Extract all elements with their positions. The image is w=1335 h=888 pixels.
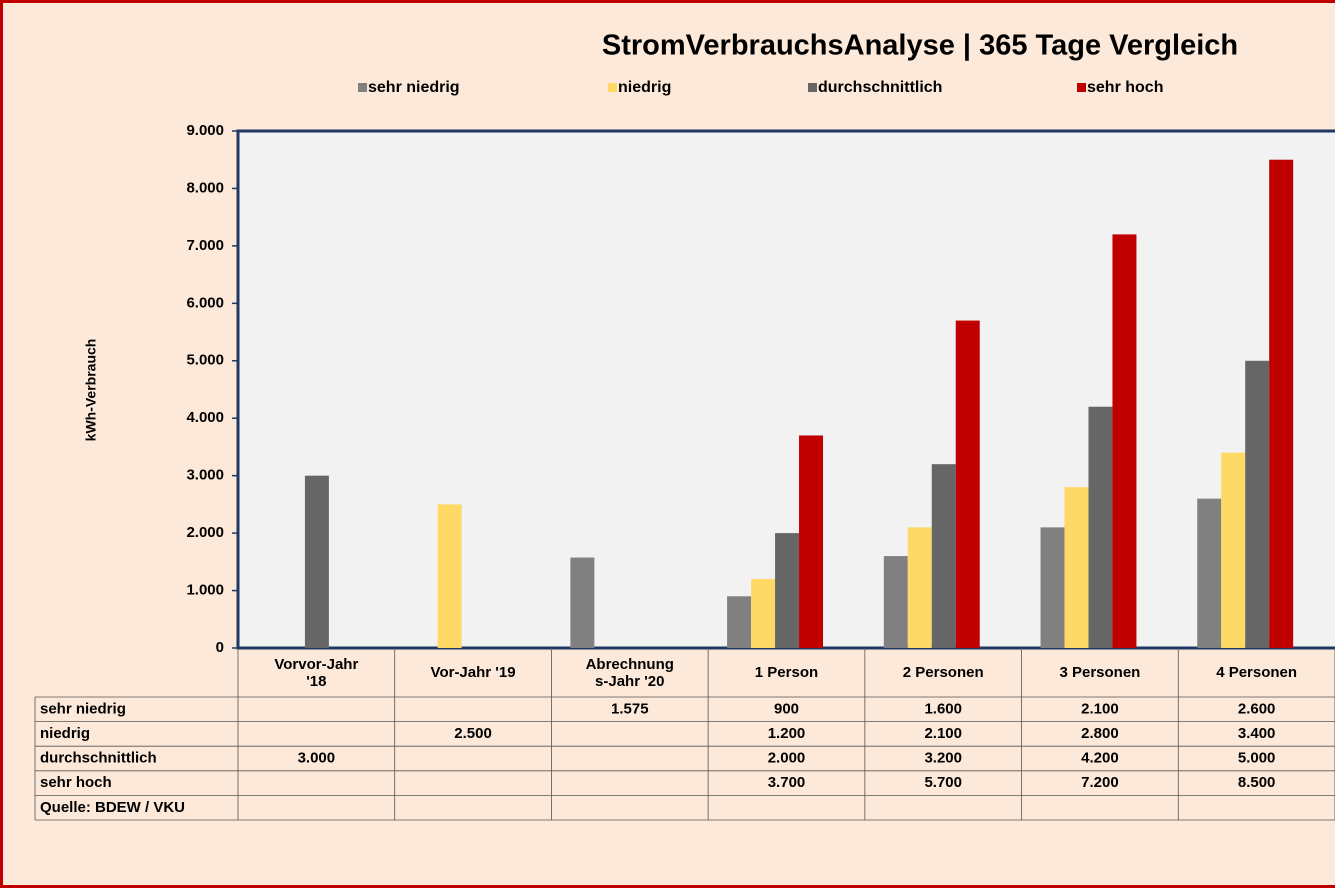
x-tick-label: Vor-Jahr '19 <box>430 664 516 681</box>
bar <box>1221 452 1246 648</box>
bar <box>1245 360 1270 648</box>
category-cell: 1 Person <box>754 664 819 681</box>
bar <box>799 435 824 648</box>
y-tick-label: 3.000 <box>186 467 224 484</box>
legend-label: sehr hoch <box>1087 79 1163 96</box>
table-value: 2.600 <box>1238 700 1276 717</box>
bar <box>1112 234 1137 648</box>
table-value: 3.000 <box>298 749 336 766</box>
category-cell: 2 Personen <box>902 664 984 681</box>
x-tick-label: Vorvor-Jahr '18 <box>274 655 359 690</box>
table-value: 2.000 <box>768 749 806 766</box>
table-value: 8.500 <box>1238 774 1276 791</box>
bar <box>1088 406 1113 648</box>
table-value: 1.600 <box>924 700 962 717</box>
bar <box>1269 159 1294 648</box>
x-tick-label: 2 Personen <box>902 664 984 681</box>
bar <box>931 464 956 648</box>
y-tick-label: 0 <box>216 639 224 656</box>
table-value: 3.400 <box>1238 725 1276 742</box>
table-value: 3.200 <box>924 749 962 766</box>
table-value: 2.800 <box>1081 725 1119 742</box>
table-value: 2.500 <box>454 725 492 742</box>
bar <box>907 527 932 648</box>
category-cell: Vor-Jahr '19 <box>430 664 516 681</box>
bar <box>1064 487 1089 648</box>
x-tick-label: Abrechnungs-Jahr '20 <box>585 655 674 690</box>
y-tick-label: 4.000 <box>186 409 224 426</box>
bar <box>955 320 980 648</box>
bar <box>304 475 329 648</box>
legend-marker <box>358 83 367 92</box>
bar <box>1040 527 1065 648</box>
y-tick-label: 1.000 <box>186 582 224 599</box>
bar <box>570 557 595 648</box>
table-value: 1.200 <box>768 725 806 742</box>
bar <box>775 533 800 648</box>
bar <box>751 579 776 648</box>
legend-marker <box>1077 83 1086 92</box>
chart-title: StromVerbrauchsAnalyse | 365 Tage Vergle… <box>602 30 1238 62</box>
x-tick-label: 1 Person <box>754 664 819 681</box>
y-axis-label: kWh-Verbrauch <box>83 339 99 442</box>
legend-label: sehr niedrig <box>368 79 460 96</box>
table-value: 5.000 <box>1238 749 1276 766</box>
bar <box>727 596 752 648</box>
table-value: 900 <box>774 700 799 717</box>
table-row-label: durchschnittlich <box>40 749 157 766</box>
legend-marker <box>808 83 817 92</box>
table-row-label: sehr hoch <box>40 774 112 791</box>
category-cell: 3 Personen <box>1059 664 1141 681</box>
legend-label: niedrig <box>618 79 671 96</box>
bar <box>883 556 908 648</box>
category-cell: Vorvor-Jahr '18 <box>274 655 359 690</box>
category-cell: 4 Personen <box>1216 664 1298 681</box>
x-tick-label: 3 Personen <box>1059 664 1141 681</box>
y-tick-label: 9.000 <box>186 122 224 139</box>
legend-marker <box>608 83 617 92</box>
x-tick-label: 4 Personen <box>1216 664 1298 681</box>
category-cell: Abrechnungs-Jahr '20 <box>585 655 674 690</box>
y-tick-label: 6.000 <box>186 294 224 311</box>
y-tick-label: 5.000 <box>186 352 224 369</box>
y-tick-label: 8.000 <box>186 179 224 196</box>
table-value: 2.100 <box>1081 700 1119 717</box>
table-value: 1.575 <box>611 700 649 717</box>
bar <box>1197 498 1222 648</box>
table-value: 2.100 <box>924 725 962 742</box>
source: Quelle: BDEW / VKU <box>40 799 185 816</box>
table-value: 3.700 <box>768 774 806 791</box>
y-tick-label: 2.000 <box>186 524 224 541</box>
bar <box>437 504 462 648</box>
table-value: 5.700 <box>924 774 962 791</box>
table-value: 4.200 <box>1081 749 1119 766</box>
legend-label: durchschnittlich <box>818 79 942 96</box>
table-row-label: sehr niedrig <box>40 700 126 717</box>
table-value: 7.200 <box>1081 774 1119 791</box>
y-tick-label: 7.000 <box>186 237 224 254</box>
table-row-label: niedrig <box>40 725 90 742</box>
